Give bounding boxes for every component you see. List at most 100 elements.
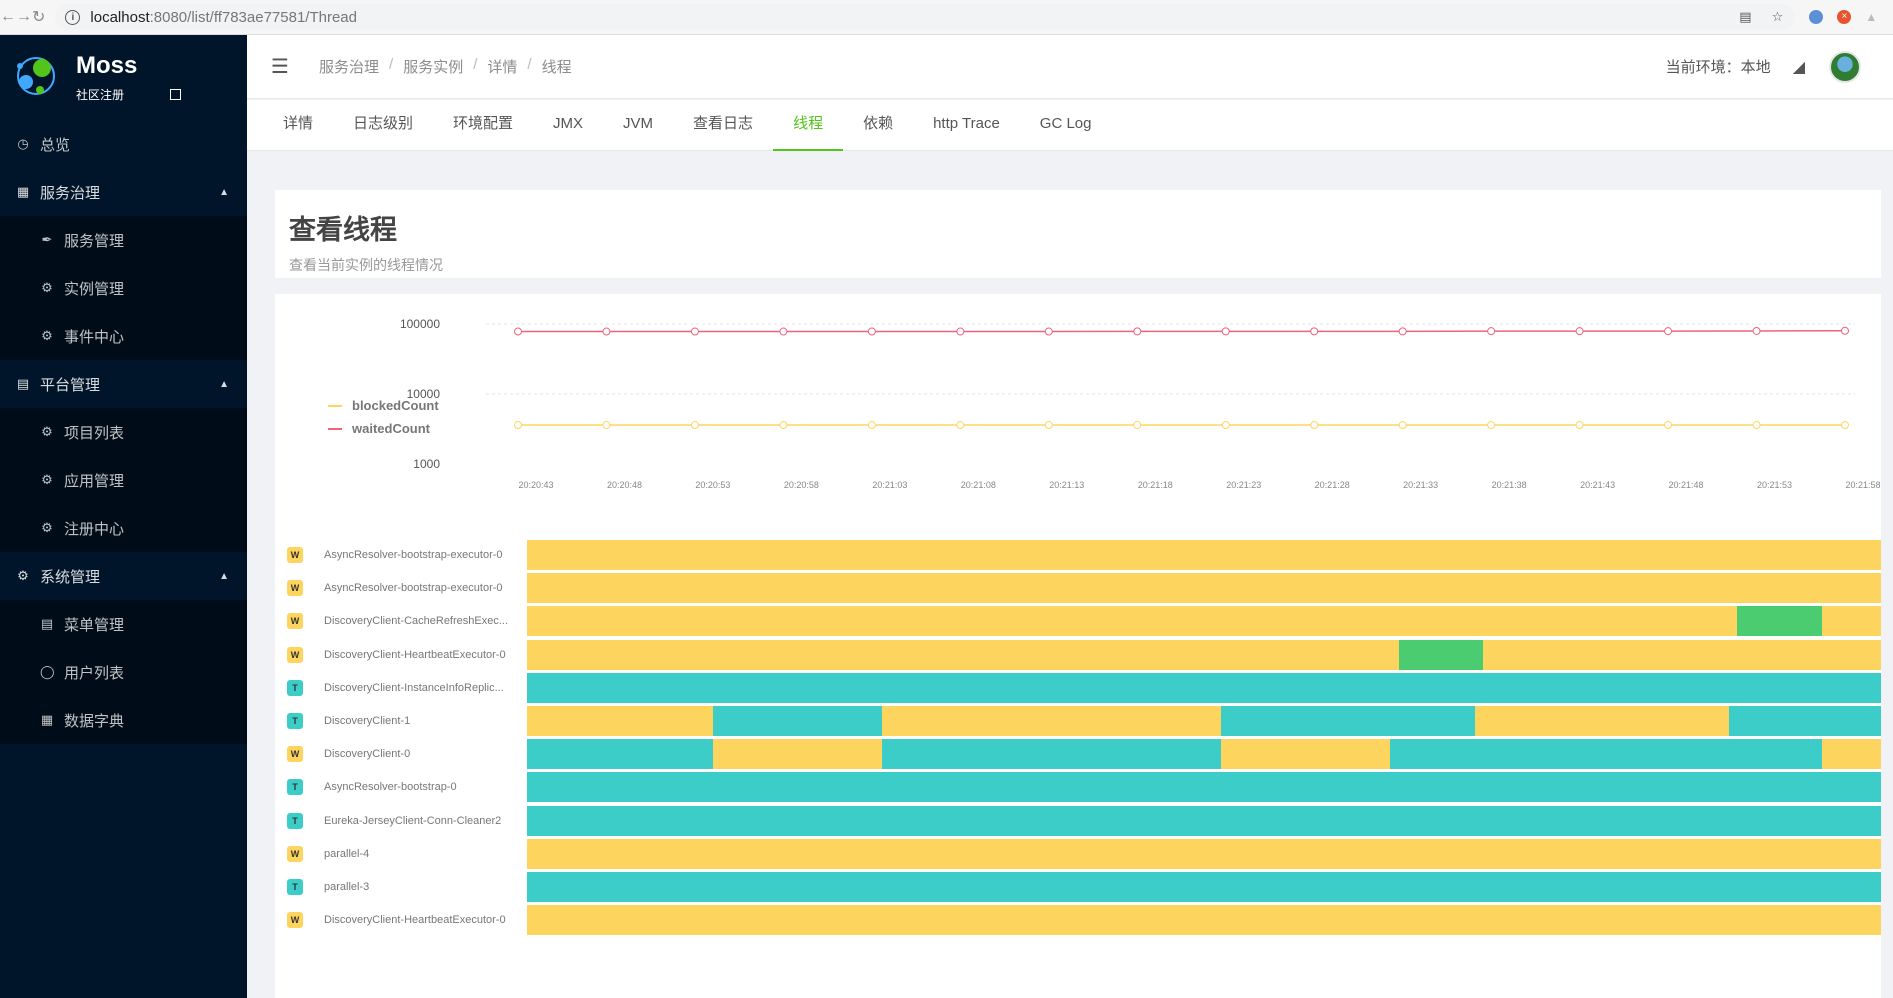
sidebar-item-data-dictionary[interactable]: ▦ 数据字典 [0,696,247,744]
sidebar-item-label: 用户列表 [64,664,125,682]
thread-row[interactable]: T DiscoveryClient-1 [275,701,1881,741]
bookmark-star-icon[interactable]: ☆ [1771,9,1784,24]
tab-item[interactable]: JVM [623,115,654,132]
thread-row[interactable]: T Eureka-JerseyClient-Conn-Cleaner2 [275,801,1881,841]
data-point-waitedCount [1221,327,1230,336]
thread-row[interactable]: W DiscoveryClient-0 [275,734,1881,774]
thread-state-segment [527,905,1881,936]
tab-item[interactable]: http Trace [933,115,1000,132]
data-point-blockedCount [1221,421,1230,430]
avatar[interactable] [1829,50,1861,83]
breadcrumb-item[interactable]: 详情 [487,59,518,76]
thread-state-bar[interactable] [527,639,1881,670]
tab-item[interactable]: 详情 [283,115,314,132]
sidebar-item-menu-manage[interactable]: ▤ 菜单管理 [0,600,247,648]
thread-state-segment [713,739,883,770]
logo[interactable]: Moss 社区注册 [0,35,247,120]
thread-state-segment [527,739,714,770]
notification-icon[interactable]: ◢ [1792,58,1805,76]
thread-state-segment [1220,706,1475,736]
tab-item[interactable]: 线程 [773,100,844,151]
tab-item[interactable]: 环境配置 [453,115,514,132]
breadcrumb-item[interactable]: 服务实例 [403,59,464,76]
data-point-blockedCount [1752,421,1761,430]
page-title: 查看线程 [289,215,397,245]
legend-item-blocked[interactable]: blockedCount [328,394,439,417]
sidebar-group-system-manage[interactable]: ⚙ 系统管理 ▲ [0,552,247,600]
thread-state-bar[interactable] [527,772,1881,803]
thread-state-bar[interactable] [527,838,1881,869]
legend-item-waited[interactable]: waitedCount [328,417,439,440]
data-point-waitedCount [1310,327,1319,336]
translate-icon[interactable]: ▤ [1739,9,1752,24]
sidebar-item-overview[interactable]: ◷ 总览 [0,120,247,168]
breadcrumb-item[interactable]: 服务治理 [319,59,380,76]
thread-row[interactable]: T AsyncResolver-bootstrap-0 [275,767,1881,807]
extension-gray-icon[interactable]: ▲ [1865,10,1878,24]
data-point-blockedCount [1841,421,1849,430]
qrcode-icon[interactable] [170,89,182,100]
thread-row[interactable]: W AsyncResolver-bootstrap-executor-0 [275,568,1881,608]
tab-item[interactable]: 查看日志 [693,115,754,132]
sidebar-item-project-list[interactable]: ⚙ 项目列表 [0,408,247,456]
sidebar-group-service-governance[interactable]: ▦ 服务治理 ▲ [0,168,247,216]
thread-row[interactable]: W AsyncResolver-bootstrap-executor-0 [275,535,1881,575]
sidebar-item-service-manage[interactable]: ✒ 服务管理 [0,216,247,264]
thread-state-bar[interactable] [527,672,1881,703]
sidebar-item-event-center[interactable]: ⚙ 事件中心 [0,312,247,360]
data-point-waitedCount [956,327,965,336]
data-point-blockedCount [1310,421,1319,430]
sidebar-item-app-manage[interactable]: ⚙ 应用管理 [0,456,247,504]
thread-name: DiscoveryClient-HeartbeatExecutor-0 [324,914,506,927]
url-host: localhost [90,8,150,26]
thread-state-segment [527,772,1881,803]
data-point-blockedCount [956,421,965,430]
legend-swatch [328,404,342,407]
x-tick-label: 20:21:13 [1049,480,1084,490]
tab-item[interactable]: 依赖 [863,115,894,132]
sidebar-item-registry-center[interactable]: ⚙ 注册中心 [0,504,247,552]
thread-state-bar[interactable] [527,872,1881,902]
thread-state-badge: W [287,613,303,630]
environment-label[interactable]: 当前环境：本地 [1665,59,1771,76]
thread-state-bar[interactable] [527,739,1881,770]
thread-state-segment [1390,739,1822,770]
sidebar-item-instance-manage[interactable]: ⚙ 实例管理 [0,264,247,312]
thread-state-bar[interactable] [527,706,1881,736]
thread-row[interactable]: T DiscoveryClient-InstanceInfoReplic... [275,668,1881,708]
thread-state-bar[interactable] [527,905,1881,936]
sidebar-group-platform-manage[interactable]: ▤ 平台管理 ▲ [0,360,247,408]
thread-state-segment [527,540,1881,570]
data-point-blockedCount [1398,421,1407,430]
x-tick-label: 20:21:33 [1403,480,1438,490]
tab-item[interactable]: JMX [553,115,584,132]
thread-state-bar[interactable] [527,606,1881,637]
tab-item[interactable]: 日志级别 [353,115,414,132]
thread-state-bar[interactable] [527,540,1881,570]
data-point-waitedCount [602,327,611,336]
dashboard-icon: ◷ [17,136,29,151]
x-tick-label: 20:21:23 [1226,480,1261,490]
y-tick-label: 1000 [413,457,440,471]
site-info-icon[interactable]: i [65,9,81,25]
extension-close-icon[interactable]: × [1837,10,1852,24]
thread-state-bar[interactable] [527,573,1881,604]
address-bar[interactable]: i localhost:8080/list/ff783ae77581/Threa… [55,4,1796,30]
tab-item[interactable]: GC Log [1039,115,1092,132]
thread-row[interactable]: W DiscoveryClient-HeartbeatExecutor-0 [275,635,1881,675]
forward-icon[interactable]: → [16,8,32,25]
reload-icon[interactable]: ↻ [32,9,46,26]
thread-row[interactable]: W DiscoveryClient-HeartbeatExecutor-0 [275,900,1881,940]
thread-state-segment [527,872,1881,902]
data-point-waitedCount [1841,326,1849,335]
thread-state-segment [527,606,1738,637]
menu-fold-icon[interactable]: ☰ [271,56,289,78]
sidebar-item-user-list[interactable]: ◯ 用户列表 [0,648,247,696]
thread-state-bar[interactable] [527,805,1881,836]
thread-row[interactable]: W DiscoveryClient-CacheRefreshExec... [275,601,1881,641]
extension-icon[interactable] [1809,10,1824,24]
back-icon[interactable]: ← [0,8,16,25]
legend-label: waitedCount [352,421,430,436]
